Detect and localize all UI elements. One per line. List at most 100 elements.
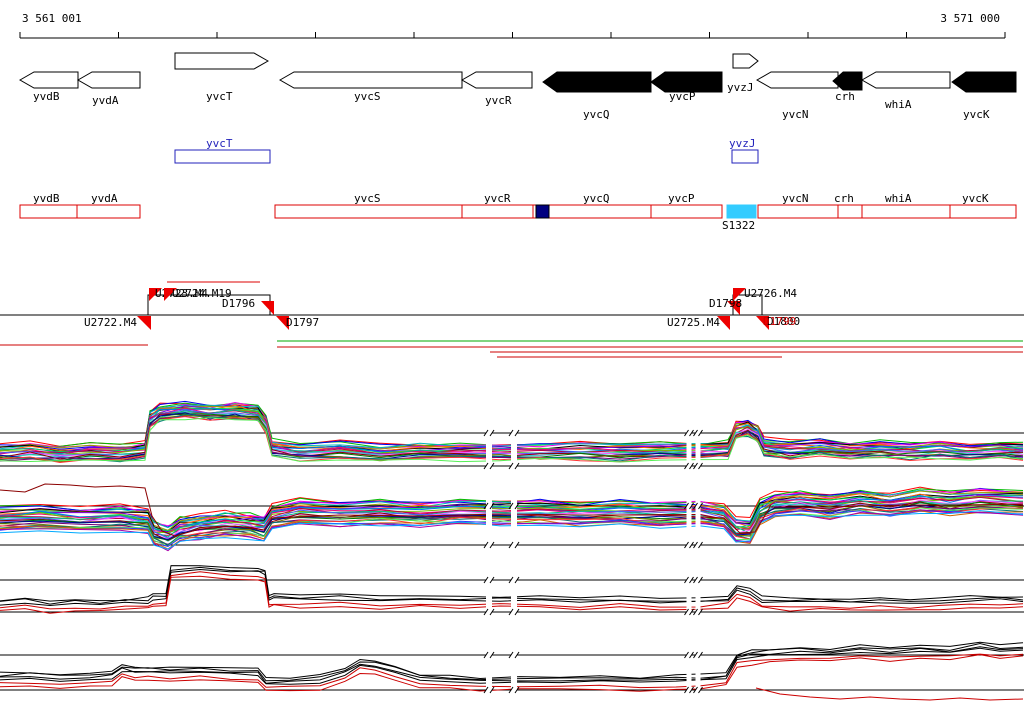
axis-break-slash [684,686,689,694]
axis-break-slash [483,608,489,616]
expression-series [0,483,1024,537]
expression-series [0,494,1024,532]
gene-label-yvcN: yvcN [782,108,809,121]
expression-series [0,654,1024,692]
flag-marker-U2724.M19[interactable] [164,288,177,301]
gene-arrow-yvcP[interactable] [650,71,723,93]
flag-marker-U2726.M4[interactable] [733,288,746,301]
axis-break-slash [514,541,520,549]
feature-box-S1322[interactable] [726,204,757,219]
gene-arrow-yvdB[interactable] [18,71,79,89]
axis-break [511,478,517,552]
axis-break-slash [698,462,703,470]
axis-break-slash [693,429,698,437]
axis-break-slash [684,462,689,470]
axis-break-slash [684,429,689,437]
flag-label-U2722.M4: U2722.M4 [84,316,137,329]
gene-label-whiA: whiA [885,98,912,111]
axis-break-slash [483,651,489,659]
transcript-box-yvzJ[interactable] [731,149,759,164]
axis-break [511,396,517,474]
axis-break-slash [689,429,694,437]
transcript-box-yvcT[interactable] [174,149,271,164]
expression-series [0,575,1024,614]
flag-marker-D1796[interactable] [261,301,274,315]
axis-break [486,396,492,474]
axis-break-slash [689,608,694,616]
axis-break [486,638,492,708]
expression-series [0,507,1024,546]
axis-break-slash [698,429,703,437]
axis-break-slash [698,502,703,510]
gene-arrow-yvcN[interactable] [755,71,839,89]
feature-label-yvcQ: yvcQ [583,192,610,205]
expression-series [0,647,1024,685]
feature-box-yvcR[interactable] [461,204,534,219]
axis-break [486,478,492,552]
feature-box-yvdA[interactable] [76,204,141,219]
gene-label-yvdB: yvdB [33,90,60,103]
feature-label-yvdB: yvdB [33,192,60,205]
feature-box-yvcN[interactable] [757,204,839,219]
axis-break [686,396,692,474]
axis-break-slash [489,651,495,659]
gene-arrow-yvcR[interactable] [460,71,533,89]
flag-label-U2725.M4: U2725.M4 [667,316,720,329]
axis-break-slash [698,576,703,584]
feature-label-whiA: whiA [885,192,912,205]
transcript-label-yvzJ: yvzJ [729,137,756,150]
gene-arrow-yvcT[interactable] [174,52,270,70]
axis-break [511,556,517,622]
axis-break-slash [483,429,489,437]
axis-break [511,638,517,708]
feature-label-yvdA: yvdA [91,192,118,205]
flag-label-D1800: D1800 [767,315,800,328]
axis-break-slash [693,576,698,584]
axis-break-slash [483,502,489,510]
axis-break-slash [684,608,689,616]
axis-break-slash [689,686,694,694]
flag-marker-U2723.M4[interactable] [149,288,162,301]
axis-break-slash [508,502,514,510]
flag-marker-U2725.M4[interactable] [717,316,730,330]
axis-break-slash [508,608,514,616]
expression-series [0,417,1024,463]
expression-series [0,510,1024,550]
flag-marker-D1798[interactable] [727,301,740,315]
flag-marker-D1800[interactable] [756,316,769,330]
gene-arrow-yvdA[interactable] [76,71,141,89]
flag-label-D1799: D1799 [763,315,796,328]
feature-box-whiA[interactable] [861,204,951,219]
feature-box-yvdB[interactable] [19,204,78,219]
flag-marker-U2722.M4[interactable] [137,316,151,330]
navy-marker[interactable] [535,204,550,219]
axis-break-slash [489,429,495,437]
axis-break-slash [489,686,495,694]
axis-break-slash [514,651,520,659]
gene-arrow-whiA[interactable] [860,71,951,89]
gene-arrow-yvcK[interactable] [951,71,1017,93]
expression-series [0,571,1024,610]
gene-arrow-yvzJ[interactable] [732,53,759,69]
gene-arrow-yvcS[interactable] [278,71,463,89]
axis-break-slash [483,462,489,470]
expression-series [0,642,1024,682]
axis-break-slash [693,541,698,549]
feature-box-crh[interactable] [837,204,863,219]
gene-arrow-yvcQ[interactable] [542,71,652,93]
flag-marker-D1797[interactable] [276,316,289,330]
expression-series [0,568,1024,607]
gene-label-yvcR: yvcR [485,94,512,107]
gene-label-yvcT: yvcT [206,90,233,103]
feature-box-yvcS[interactable] [274,204,463,219]
transcript-label-yvcT: yvcT [206,137,233,150]
feature-box-yvcP[interactable] [650,204,723,219]
gene-arrow-crh[interactable] [832,71,863,91]
feature-label-S1322: S1322 [722,219,755,232]
axis-break-slash [489,462,495,470]
expression-series [0,653,1024,689]
feature-box-yvcK[interactable] [949,204,1017,219]
feature-label-yvcS: yvcS [354,192,381,205]
feature-box-yvcQ[interactable] [532,204,652,219]
axis-break-slash [514,686,520,694]
